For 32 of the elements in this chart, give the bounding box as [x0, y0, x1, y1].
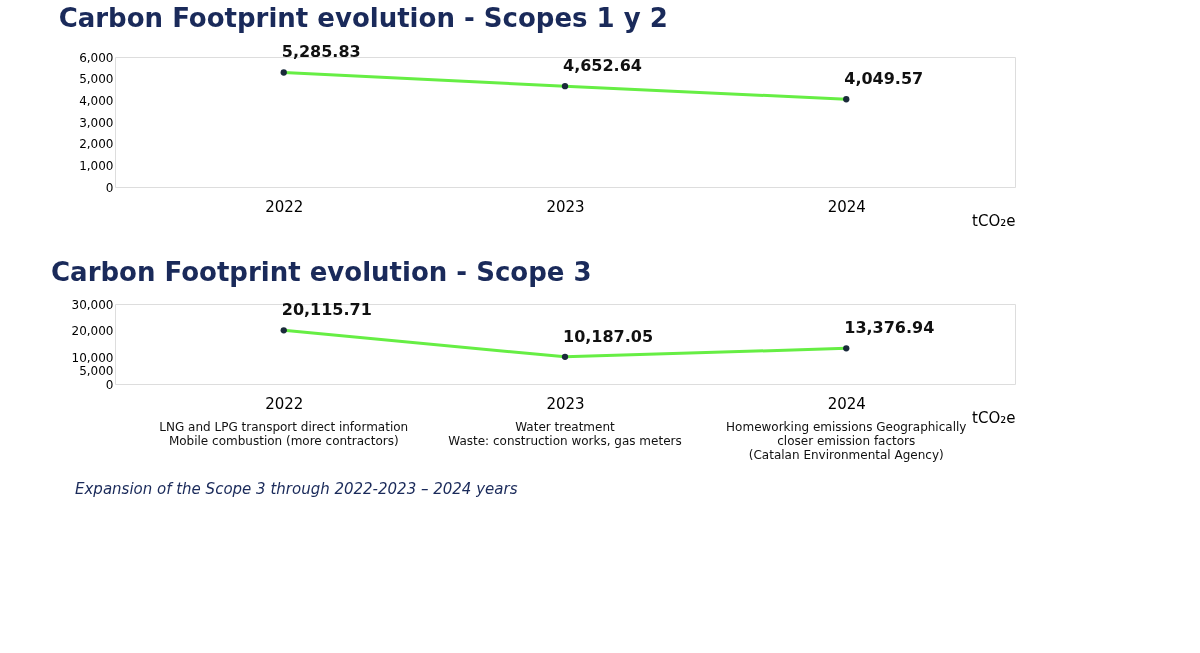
y-tick-label: 5,000 [79, 364, 114, 379]
y-tick-label: 5,000 [79, 72, 114, 87]
y-tick-label: 6,000 [79, 50, 114, 65]
data-label: 20,115.71 [281, 300, 372, 320]
text: Homeworking emissions Geographically closer emission factors (Catalan Environmental Agency) [726, 420, 967, 462]
y-tick-label: 2,000 [79, 137, 114, 152]
x-tick-label: 2022 [265, 197, 304, 216]
chart-title: Carbon Footprint evolution - Scopes 1 y 2 [58, 3, 668, 34]
y-tick-label: 10,000 [71, 350, 114, 365]
y-tick-label: 4,000 [79, 93, 114, 108]
x-tick-label: 2023 [546, 394, 585, 413]
text: Expansion of the Scope 3 through 2022-2023 – 2024 years [75, 480, 518, 498]
x-tick-label: 2022 [265, 394, 304, 413]
y-tick-label: 30,000 [71, 297, 114, 312]
data-label: 4,049.57 [844, 69, 924, 89]
chart-title: Carbon Footprint evolution - Scope 3 [51, 257, 592, 287]
text: LNG and LPG transport direct information Mobile combustion (more contractors) [159, 420, 409, 448]
y-tick-label: 0 [105, 180, 114, 195]
y-tick-label: 0 [105, 377, 114, 392]
x-tick-label: 2024 [827, 394, 866, 413]
x-tick-label: 2023 [546, 197, 585, 216]
data-label: 13,376.94 [844, 318, 935, 338]
data-label: 4,652.64 [563, 56, 642, 76]
data-label: 10,187.05 [563, 326, 654, 346]
y-tick-label: 20,000 [71, 324, 114, 339]
x-tick-label: 2024 [827, 197, 866, 216]
data-label: 5,285.83 [281, 42, 361, 62]
y-tick-label: 3,000 [79, 115, 114, 130]
x-axis-title: tCO₂e [972, 408, 1016, 427]
x-axis-title: tCO₂e [972, 211, 1016, 230]
y-tick-label: 1,000 [79, 158, 114, 173]
text: Water treatment Waste: construction works, gas meters [448, 420, 682, 448]
